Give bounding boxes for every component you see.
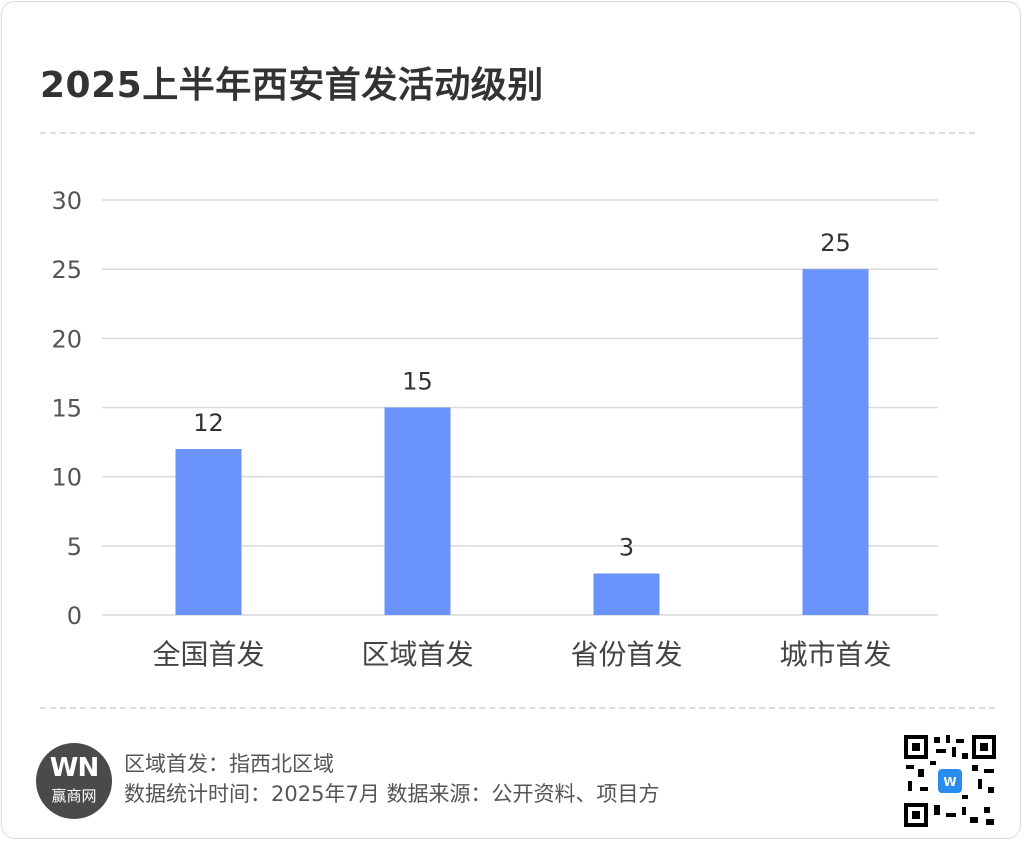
svg-text:W: W — [943, 775, 956, 789]
x-tick-label: 区域首发 — [361, 638, 473, 671]
x-tick-label: 城市首发 — [779, 638, 891, 671]
x-tick-label: 省份首发 — [570, 638, 682, 671]
y-tick-label: 0 — [67, 602, 82, 630]
qr-code-icon: W — [902, 733, 998, 829]
brand-logo: WN 赢商网 — [36, 743, 112, 819]
bar — [593, 573, 660, 615]
data-label: 3 — [619, 534, 634, 562]
bar — [384, 407, 451, 615]
footer-source: 数据统计时间：2025年7月 数据来源：公开资料、项目方 — [124, 782, 660, 806]
top-divider — [40, 132, 975, 134]
y-tick-label: 25 — [51, 256, 82, 284]
bottom-divider — [40, 707, 995, 709]
chart-title: 2025上半年西安首发活动级别 — [40, 65, 544, 106]
brand-logo-mark: WN — [49, 753, 99, 783]
y-tick-label: 30 — [51, 187, 82, 215]
y-tick-label: 5 — [67, 533, 82, 561]
y-tick-label: 20 — [51, 325, 82, 353]
bar-chart: 0 5 10 15 20 25 30 12 全国首发 15 区域首发 3 省份首发 25 城市首发 — [51, 187, 938, 671]
data-label: 12 — [193, 409, 224, 437]
y-tick-label: 10 — [51, 464, 82, 492]
bar — [175, 449, 242, 615]
data-label: 15 — [402, 368, 433, 396]
footer-note: 区域首发：指西北区域 — [124, 752, 334, 776]
bar — [802, 269, 869, 615]
data-label: 25 — [820, 229, 851, 257]
x-tick-label: 全国首发 — [152, 638, 264, 671]
brand-logo-text: 赢商网 — [51, 787, 97, 805]
y-tick-label: 15 — [51, 395, 82, 423]
